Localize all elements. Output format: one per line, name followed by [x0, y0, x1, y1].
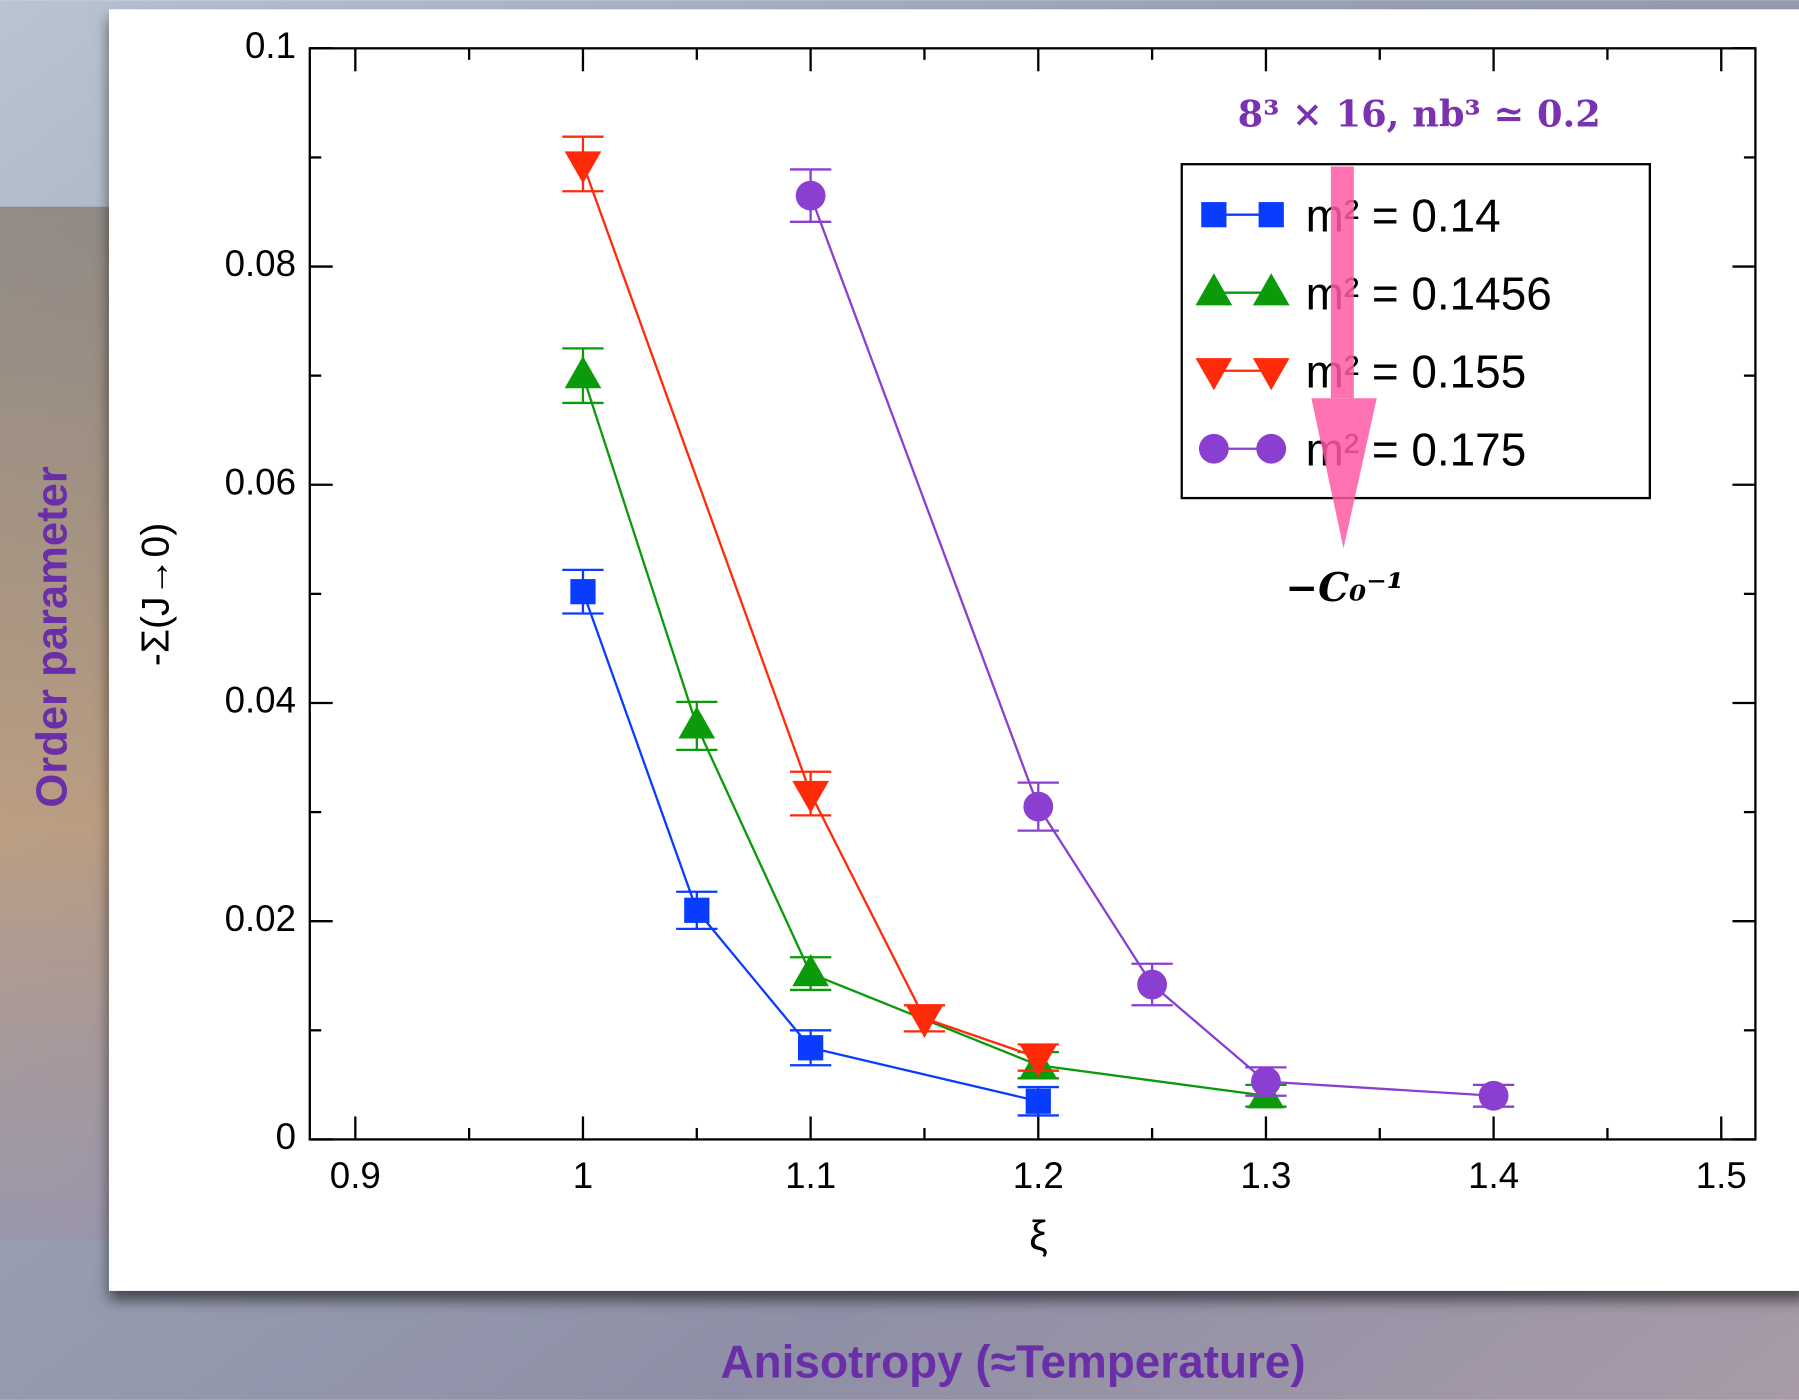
y-tick-label: 0.1 [245, 25, 296, 66]
marker [564, 356, 602, 389]
y-tick-label: 0.02 [225, 898, 296, 939]
arrow-label: −C₀⁻¹ [1285, 565, 1403, 611]
x-tick-label: 1 [573, 1155, 593, 1196]
marker [798, 1035, 824, 1061]
marker [678, 706, 716, 739]
x-tick-label: 0.9 [330, 1155, 381, 1196]
y-tick-label: 0.04 [225, 680, 296, 721]
legend-marker [1252, 273, 1290, 306]
legend-marker [1258, 202, 1284, 228]
marker [906, 1005, 943, 1038]
marker [1025, 1088, 1051, 1114]
marker [684, 897, 710, 923]
legend-marker [1195, 273, 1233, 306]
marker [792, 954, 829, 987]
outer-y-label: Order parameter [29, 466, 77, 808]
x-tick-label: 1.4 [1468, 1155, 1519, 1196]
y-tick-label: 0.08 [225, 243, 296, 284]
annotation: 8³ × 16, nb³ ≃ 0.2 [1238, 93, 1601, 136]
arrow-shaft [1330, 166, 1354, 399]
marker [792, 780, 829, 814]
marker [1137, 969, 1168, 1000]
legend-marker [1252, 358, 1290, 391]
legend-marker [1195, 358, 1233, 391]
marker [564, 151, 602, 184]
x-tick-label: 1.2 [1013, 1155, 1064, 1196]
marker [1251, 1066, 1281, 1097]
x-tick-label: 1.1 [785, 1155, 836, 1196]
legend-marker [1198, 433, 1229, 464]
arrow [1311, 166, 1377, 549]
y-tick-label: 0.06 [225, 461, 296, 502]
arrow-head [1311, 398, 1377, 549]
series-line [581, 591, 1039, 1103]
y-tick-label: 0 [276, 1116, 296, 1157]
plot-area: 0 0.02 0.04 0.06 0.08 0.1 0.9 1 1.1 1.2 1.3 1.4 1.5 [225, 25, 1756, 1196]
y-axis-label: -Σ(J→0) [135, 523, 178, 666]
marker [795, 180, 826, 211]
x-axis-label: ξ [1029, 1213, 1048, 1259]
marker [1019, 1044, 1057, 1078]
legend-marker [1256, 433, 1287, 464]
series-line [581, 163, 1039, 1059]
marker [1478, 1080, 1509, 1111]
x-tick-label: 1.5 [1696, 1155, 1747, 1196]
marker [1023, 791, 1054, 822]
background-scene [0, 206, 127, 1240]
legend-marker [1201, 202, 1227, 228]
outer-x-label: Anisotropy (≈Temperature) [721, 1336, 1306, 1388]
x-tick-label: 1.3 [1240, 1155, 1291, 1196]
marker [570, 579, 596, 605]
